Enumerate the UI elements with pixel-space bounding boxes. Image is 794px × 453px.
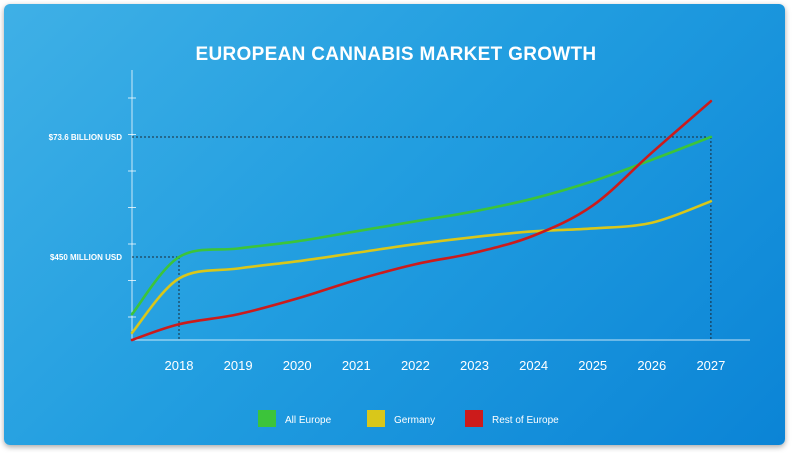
x-tick-label: 2025 bbox=[578, 358, 607, 373]
x-tick-label: 2023 bbox=[460, 358, 489, 373]
legend-swatch bbox=[367, 410, 385, 427]
x-tick-label: 2022 bbox=[401, 358, 430, 373]
annotation-guides bbox=[132, 136, 712, 340]
x-tick-label: 2021 bbox=[342, 358, 371, 373]
legend-label: Germany bbox=[394, 415, 435, 426]
annotation-label: $450 MILLION USD bbox=[50, 253, 122, 262]
x-tick-label: 2019 bbox=[224, 358, 253, 373]
legend: All Europe Germany Rest of Europe bbox=[258, 410, 559, 427]
series-line-rest-of-europe bbox=[130, 99, 713, 342]
x-tick-label: 2018 bbox=[165, 358, 194, 373]
axes bbox=[128, 70, 750, 341]
x-tick-labels: 2018 2019 2020 2021 2022 2023 2024 2025 2026 2027 bbox=[165, 358, 726, 373]
series-line-all-europe bbox=[130, 135, 713, 316]
legend-swatch bbox=[258, 410, 276, 427]
legend-swatch bbox=[465, 410, 483, 427]
legend-label: Rest of Europe bbox=[492, 415, 559, 426]
chart-title: EUROPEAN CANNABIS MARKET GROWTH bbox=[195, 44, 597, 65]
x-tick-label: 2027 bbox=[696, 358, 725, 373]
annotation-label: $73.6 BILLION USD bbox=[49, 133, 123, 142]
series-line-germany bbox=[130, 199, 713, 335]
x-tick-label: 2026 bbox=[637, 358, 666, 373]
x-tick-label: 2024 bbox=[519, 358, 548, 373]
series-lines bbox=[130, 99, 713, 342]
legend-label: All Europe bbox=[285, 415, 332, 426]
annotation-labels: $450 MILLION USD $73.6 BILLION USD bbox=[49, 133, 123, 262]
x-tick-label: 2020 bbox=[283, 358, 312, 373]
